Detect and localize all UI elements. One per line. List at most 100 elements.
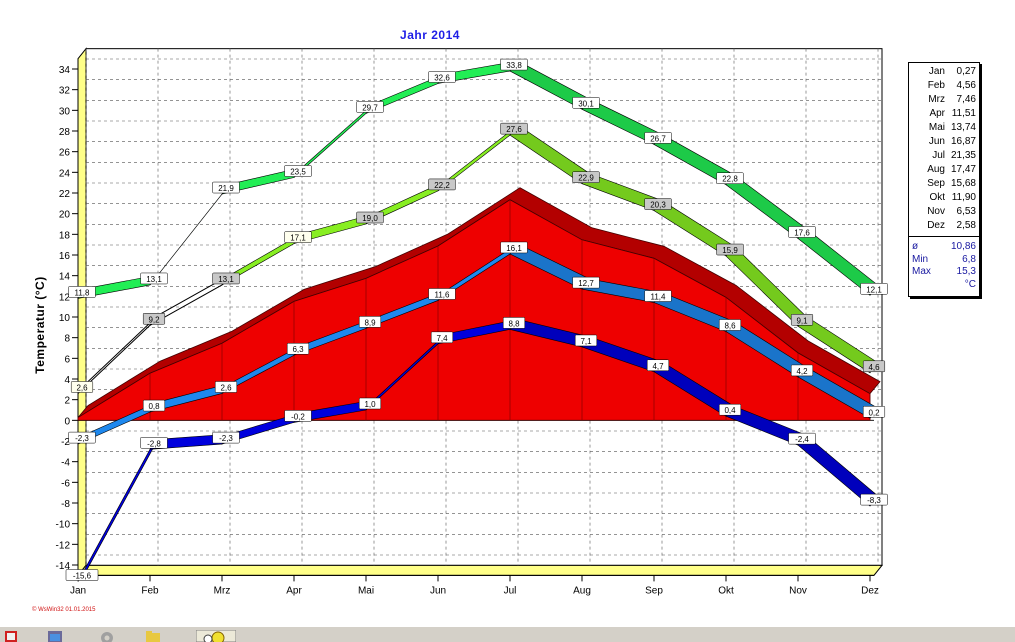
y-tick-label: 34 xyxy=(59,65,71,76)
stat-value: 6,8 xyxy=(962,253,976,265)
data-label-box xyxy=(212,181,240,194)
legend-month: Apr xyxy=(929,108,945,119)
folder-icon[interactable] xyxy=(146,630,160,642)
stat-value: 15,3 xyxy=(956,266,976,277)
legend-value: 21,35 xyxy=(950,150,976,161)
y-tick-label: 30 xyxy=(59,106,71,117)
y-tick-label: -10 xyxy=(56,520,71,531)
data-label: -0,2 xyxy=(291,412,305,421)
stat-label: Max xyxy=(912,266,931,277)
data-label-box xyxy=(140,272,168,285)
data-label-box xyxy=(500,241,528,254)
legend-stat: Min 6,8 xyxy=(909,254,979,267)
legend-stat: ø 10,86 xyxy=(909,241,979,254)
data-label-box xyxy=(358,316,382,328)
data-label: -15,6 xyxy=(73,572,92,581)
taskbar xyxy=(0,626,1015,642)
data-label-box xyxy=(70,381,94,393)
legend-row-dez: Dez 2,58 xyxy=(909,219,979,233)
legend-value: 13,74 xyxy=(950,122,976,133)
y-tick-label: -12 xyxy=(56,540,71,551)
x-tick-label: Jun xyxy=(430,585,446,596)
y-tick-label: -8 xyxy=(61,499,70,510)
y-tick-label: 16 xyxy=(59,251,71,262)
data-label-box xyxy=(356,101,384,113)
x-tick-label: Dez xyxy=(861,585,879,596)
legend-row-feb: Feb 4,56 xyxy=(909,79,979,93)
legend-row-jul: Jul 21,35 xyxy=(909,149,979,163)
data-label-box xyxy=(430,331,454,344)
data-label: 11,8 xyxy=(75,288,91,297)
data-label-box xyxy=(65,569,99,581)
legend-value: 7,46 xyxy=(956,94,976,105)
legend-month: Nov xyxy=(927,206,945,217)
data-label: 12,7 xyxy=(578,279,594,288)
y-tick-label: -4 xyxy=(61,458,70,469)
data-label: 15,9 xyxy=(722,246,738,255)
stat-label: ø xyxy=(912,241,919,252)
legend-value: 15,68 xyxy=(950,178,976,189)
legend-divider xyxy=(909,236,979,241)
data-label: 12,1 xyxy=(866,285,882,294)
weather-icon[interactable] xyxy=(196,630,236,642)
x-tick-label: Mai xyxy=(358,585,374,596)
data-label: 7,4 xyxy=(436,334,448,343)
legend-value: 0,27 xyxy=(956,66,976,77)
data-label: 19,0 xyxy=(362,214,378,223)
y-axis-label: Temperatur (°C) xyxy=(33,276,47,374)
data-label-box xyxy=(790,314,814,326)
y-tick-label: 0 xyxy=(64,416,70,427)
data-label: 22,9 xyxy=(578,174,594,183)
data-label-box xyxy=(68,286,96,298)
data-label-box xyxy=(572,276,600,289)
data-label-box xyxy=(356,211,384,224)
data-label: 7,1 xyxy=(580,337,592,346)
left-wall xyxy=(77,47,87,577)
data-label: 2,6 xyxy=(220,383,232,392)
window-icon[interactable] xyxy=(48,630,62,642)
x-tick-label: Sep xyxy=(645,585,663,596)
legend-value: 16,87 xyxy=(950,136,976,147)
legend-row-jun: Jun 16,87 xyxy=(909,135,979,149)
data-label-box xyxy=(790,364,814,377)
data-label-box xyxy=(500,58,528,71)
legend-row-nov: Nov 6,53 xyxy=(909,205,979,219)
data-label: 33,8 xyxy=(506,61,522,70)
data-label-box xyxy=(860,283,888,295)
y-tick-label: 10 xyxy=(59,313,71,324)
legend-month: Mai xyxy=(928,122,945,133)
stat-value: °C xyxy=(964,278,976,290)
y-tick-label: -14 xyxy=(56,561,71,572)
legend-value: 11,51 xyxy=(951,108,976,119)
legend-row-sep: Sep 15,68 xyxy=(909,177,979,191)
legend-value: 2,58 xyxy=(956,220,976,231)
data-label-box xyxy=(788,432,816,445)
legend-row-aug: Aug 17,47 xyxy=(909,163,979,177)
data-label: 22,8 xyxy=(722,175,738,184)
legend-month: Aug xyxy=(927,164,945,175)
y-tick-label: -2 xyxy=(61,437,70,448)
data-label: 9,1 xyxy=(796,316,808,325)
legend-row-okt: Okt 11,90 xyxy=(909,191,979,205)
gear-icon[interactable] xyxy=(100,630,114,642)
stamp-icon[interactable] xyxy=(4,630,18,642)
data-label-box xyxy=(140,437,168,449)
y-tick-label: 24 xyxy=(59,168,71,179)
y-tick-label: 28 xyxy=(59,127,71,138)
data-label-box xyxy=(862,360,886,373)
legend-month: Okt xyxy=(929,192,945,203)
data-label-box xyxy=(428,178,456,191)
data-label-box xyxy=(788,226,816,238)
data-label: 20,3 xyxy=(650,201,666,210)
data-label: 4,7 xyxy=(652,362,664,371)
legend-month: Jul xyxy=(932,150,945,161)
floor xyxy=(76,564,884,576)
data-label: 0,8 xyxy=(148,402,160,411)
x-tick-label: Jan xyxy=(70,585,86,596)
data-label-box xyxy=(644,198,672,210)
data-label: 0,4 xyxy=(724,406,736,415)
data-label: 4,2 xyxy=(796,367,808,376)
data-label: 30,1 xyxy=(578,99,594,108)
legend-row-jan: Jan 0,27 xyxy=(909,65,979,79)
